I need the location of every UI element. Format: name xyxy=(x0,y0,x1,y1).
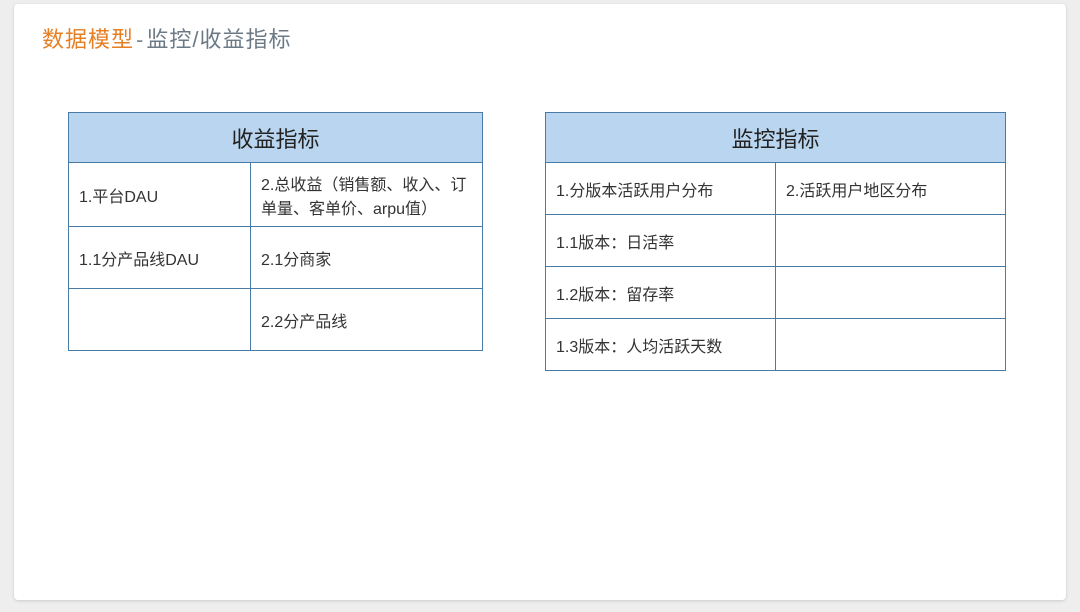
title-suffix: 监控/收益指标 xyxy=(146,27,291,52)
table-header: 收益指标 xyxy=(69,113,483,163)
table-cell: 2.活跃用户地区分布 xyxy=(776,163,1006,215)
title-separator: - xyxy=(134,27,146,52)
monitor-metrics-table: 监控指标 1.分版本活跃用户分布 2.活跃用户地区分布 1.1版本：日活率 1.… xyxy=(545,112,1006,371)
tables-container: 收益指标 1.平台DAU 2.总收益（销售额、收入、订单量、客单价、arpu值）… xyxy=(68,112,1006,371)
table-cell: 1.1分产品线DAU xyxy=(69,227,251,289)
table-cell: 1.1版本：日活率 xyxy=(546,215,776,267)
table-row: 1.分版本活跃用户分布 2.活跃用户地区分布 xyxy=(546,163,1006,215)
title-prefix: 数据模型 xyxy=(42,27,134,52)
table-cell: 2.1分商家 xyxy=(251,227,483,289)
table-row: 1.1分产品线DAU 2.1分商家 xyxy=(69,227,483,289)
table-row: 2.2分产品线 xyxy=(69,289,483,351)
table-cell: 1.平台DAU xyxy=(69,163,251,227)
table-row: 1.1版本：日活率 xyxy=(546,215,1006,267)
slide: 数据模型-监控/收益指标 收益指标 1.平台DAU 2.总收益（销售额、收入、订… xyxy=(14,4,1066,600)
table-cell: 2.2分产品线 xyxy=(251,289,483,351)
page-title: 数据模型-监控/收益指标 xyxy=(42,22,291,54)
table-row: 1.3版本：人均活跃天数 xyxy=(546,319,1006,371)
table-cell xyxy=(776,215,1006,267)
revenue-metrics-table: 收益指标 1.平台DAU 2.总收益（销售额、收入、订单量、客单价、arpu值）… xyxy=(68,112,483,351)
table-row: 1.2版本：留存率 xyxy=(546,267,1006,319)
table-header: 监控指标 xyxy=(546,113,1006,163)
table-cell xyxy=(776,267,1006,319)
table-cell: 1.3版本：人均活跃天数 xyxy=(546,319,776,371)
table-cell: 2.总收益（销售额、收入、订单量、客单价、arpu值） xyxy=(251,163,483,227)
table-cell xyxy=(69,289,251,351)
table-cell xyxy=(776,319,1006,371)
table-cell: 1.2版本：留存率 xyxy=(546,267,776,319)
table-cell: 1.分版本活跃用户分布 xyxy=(546,163,776,215)
table-row: 1.平台DAU 2.总收益（销售额、收入、订单量、客单价、arpu值） xyxy=(69,163,483,227)
